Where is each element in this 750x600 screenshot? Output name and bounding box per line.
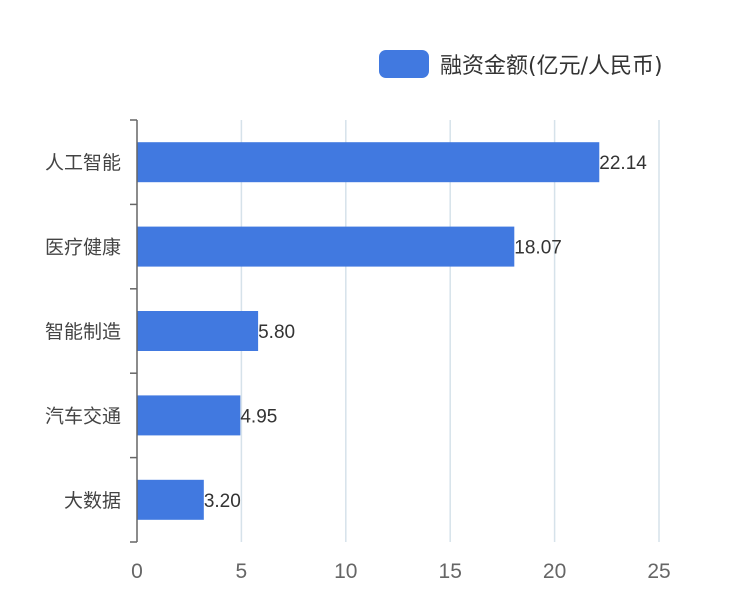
data-label: 5.80 [258,322,295,343]
data-label: 22.14 [599,153,647,174]
bar[interactable] [137,479,204,520]
x-tick-label: 25 [647,560,670,583]
category-label: 人工智能 [45,152,121,174]
x-tick-label: 0 [131,560,143,583]
category-label: 医疗健康 [45,237,121,259]
data-label: 3.20 [204,491,241,512]
legend-swatch[interactable] [379,50,429,78]
data-label: 18.07 [514,238,562,259]
bar[interactable] [137,311,259,351]
category-label: 汽车交通 [45,405,121,427]
x-tick-label: 5 [236,560,248,583]
category-label: 智能制造 [45,321,121,343]
x-tick-label: 15 [439,560,462,583]
bar[interactable] [137,226,515,267]
bar[interactable] [137,142,600,183]
legend-label: 融资金额(亿元/人民币) [440,54,663,79]
legend: 融资金额(亿元/人民币) [379,48,663,80]
x-tick-label: 10 [334,560,357,583]
data-label: 4.95 [240,406,277,427]
bar[interactable] [137,395,241,436]
category-label: 大数据 [64,490,121,512]
x-tick-label: 20 [543,560,566,583]
